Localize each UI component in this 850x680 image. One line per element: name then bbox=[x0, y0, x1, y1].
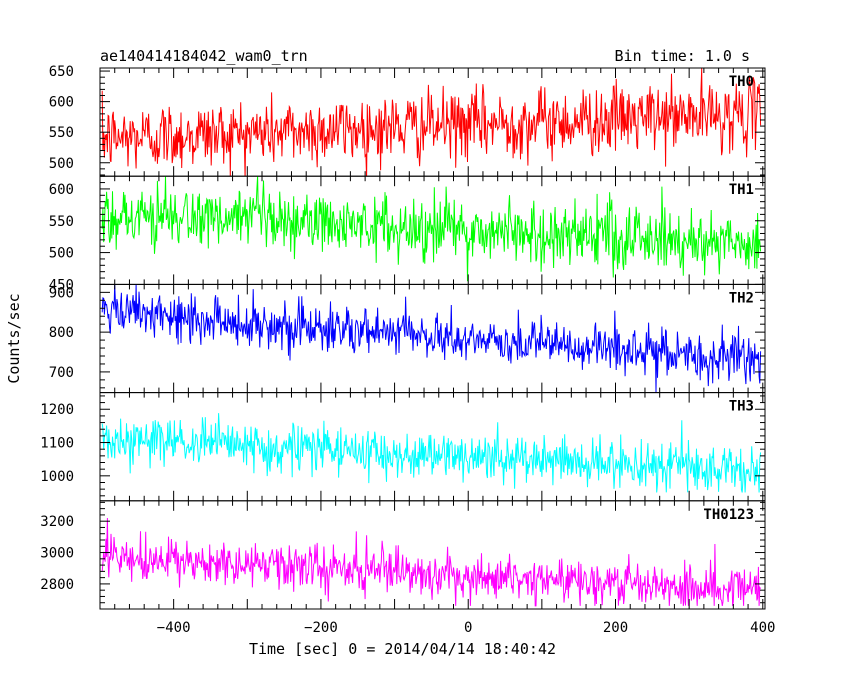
series-line-th1 bbox=[101, 176, 762, 282]
panel-th1: 450 500 550 600 TH1 bbox=[49, 175, 766, 293]
y-tick-label: 600 bbox=[49, 182, 74, 198]
x-tick-label: −200 bbox=[304, 620, 338, 636]
panel-th0: 500 550 600 650 TH0 bbox=[49, 64, 766, 177]
x-tick-label: −400 bbox=[157, 620, 191, 636]
panel-frame bbox=[99, 392, 766, 502]
series-line-th3 bbox=[101, 413, 762, 493]
panel-label-th1: TH1 bbox=[729, 182, 754, 198]
y-tick-label: 3200 bbox=[40, 514, 74, 530]
y-tick-label: 550 bbox=[49, 125, 74, 141]
y-tick-label: 1200 bbox=[40, 402, 74, 418]
y-tick-label: 1000 bbox=[40, 469, 74, 485]
x-axis-label: Time [sec] 0 = 2014/04/14 18:40:42 bbox=[249, 640, 556, 658]
panel-label-th0: TH0 bbox=[729, 74, 754, 90]
y-tick-label: 450 bbox=[49, 277, 74, 293]
panel-label-th2: TH2 bbox=[729, 290, 754, 306]
panel-th0123: 2800 3000 3200 TH0123 bbox=[40, 500, 766, 610]
y-tick-label: 2800 bbox=[40, 577, 74, 593]
x-tick-label: 200 bbox=[603, 620, 628, 636]
y-tick-label: 500 bbox=[49, 246, 74, 262]
y-tick-label: 800 bbox=[49, 325, 74, 341]
panels-group: 500 550 600 650 TH0 450 500 550 600 TH1 700 800 900 T… bbox=[40, 64, 766, 610]
panel-th3: 1000 1100 1200 TH3 bbox=[40, 392, 766, 502]
chart-title: ae140414184042_wam0_trn bbox=[100, 47, 308, 65]
x-tick-label: 0 bbox=[464, 620, 472, 636]
y-axis-label: Counts/sec bbox=[5, 293, 23, 383]
series-line-th0 bbox=[101, 68, 762, 177]
x-tick-label: 400 bbox=[750, 620, 775, 636]
panel-label-th0123: TH0123 bbox=[703, 507, 754, 523]
x-axis: −400 −200 0 200 400 bbox=[157, 620, 776, 636]
y-tick-label: 700 bbox=[49, 365, 74, 381]
panel-frame bbox=[99, 500, 766, 610]
bin-time-label: Bin time: 1.0 s bbox=[615, 47, 750, 65]
y-tick-label: 600 bbox=[49, 95, 74, 111]
series-line-th2 bbox=[101, 284, 762, 393]
panel-label-th3: TH3 bbox=[729, 399, 754, 415]
y-tick-label: 550 bbox=[49, 214, 74, 230]
y-tick-label: 500 bbox=[49, 156, 74, 172]
y-tick-label: 3000 bbox=[40, 546, 74, 562]
series-line-th0123 bbox=[101, 517, 762, 607]
y-tick-label: 1100 bbox=[40, 436, 74, 452]
y-tick-label: 900 bbox=[49, 285, 74, 301]
y-tick-label: 650 bbox=[49, 64, 74, 80]
panel-th2: 700 800 900 TH2 bbox=[49, 283, 766, 394]
